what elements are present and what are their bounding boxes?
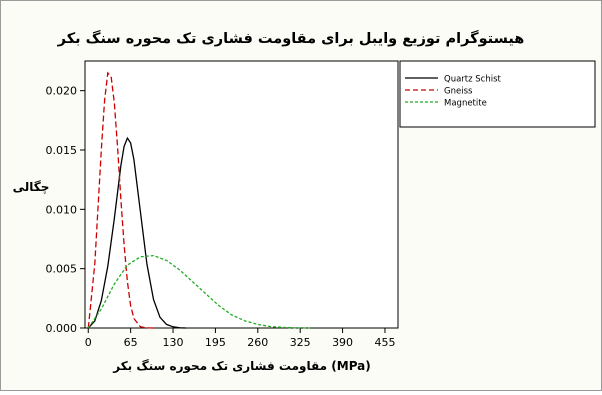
x-tick-label: 65 <box>124 336 138 349</box>
y-tick-label: 0.010 <box>46 203 78 216</box>
x-axis-label: مقاومت فشاری تک محوره سنگ بکر (MPa) <box>112 359 371 374</box>
x-tick-label: 0 <box>85 336 92 349</box>
y-tick-label: 0.005 <box>46 263 78 276</box>
series-line-gneiss <box>87 71 154 329</box>
legend-label: Quartz Schist <box>444 75 502 85</box>
y-axis-ticks: 0.000 0.005 0.010 0.015 0.020 <box>46 85 85 335</box>
y-tick-label: 0.000 <box>46 322 78 335</box>
legend: Quartz Schist Gneiss Magnetite <box>399 60 596 128</box>
legend-label: Gneiss <box>444 87 473 97</box>
x-tick-label: 130 <box>163 336 184 349</box>
chart-title: هیستوگرام توزیع وایبل برای مقاومت فشاری … <box>57 29 525 47</box>
series-line-quartz-schist <box>87 136 187 329</box>
y-tick-label: 0.015 <box>46 144 78 157</box>
y-axis-label: چگالی <box>13 180 50 194</box>
x-tick-label: 195 <box>205 336 226 349</box>
legend-box <box>399 60 596 128</box>
series-line-magnetite <box>87 254 311 329</box>
y-tick-label: 0.020 <box>46 85 78 98</box>
x-tick-label: 260 <box>247 336 268 349</box>
x-tick-label: 390 <box>332 336 353 349</box>
legend-label: Magnetite <box>444 99 487 109</box>
x-axis-ticks: 0 65 130 195 260 325 390 455 <box>85 328 395 349</box>
series-curves <box>87 71 311 329</box>
x-tick-label: 455 <box>374 336 395 349</box>
plot-frame <box>84 60 399 329</box>
x-tick-label: 325 <box>290 336 311 349</box>
